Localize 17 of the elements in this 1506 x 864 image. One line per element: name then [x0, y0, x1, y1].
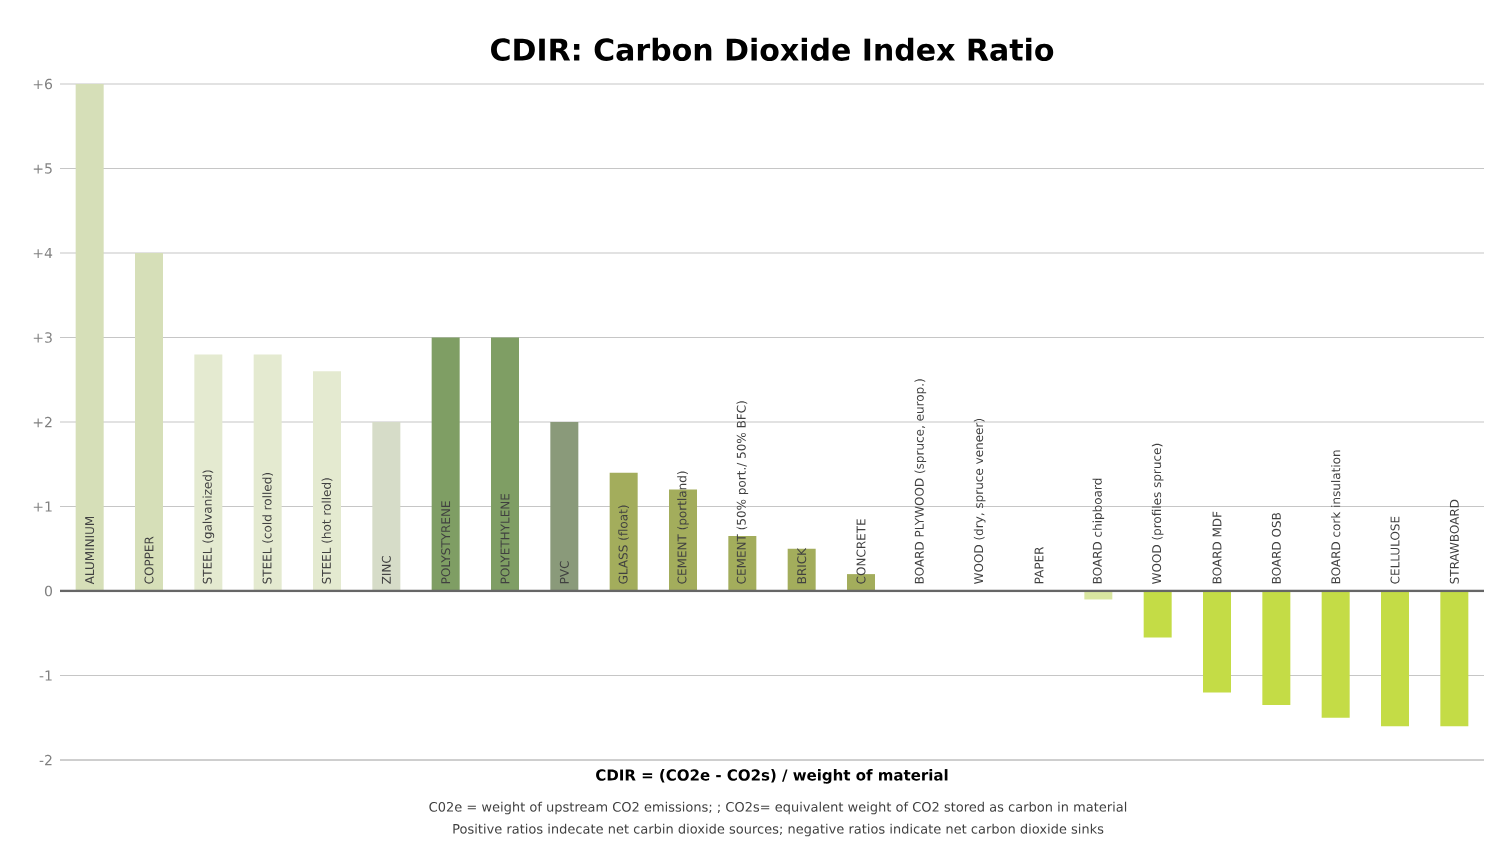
chart-title: CDIR: Carbon Dioxide Index Ratio: [491, 37, 1054, 61]
bar: [75, 84, 104, 592]
bar: [135, 253, 163, 592]
bar: [1440, 591, 1469, 727]
bar: [550, 422, 579, 592]
bar: [1203, 591, 1232, 693]
bar: [431, 337, 460, 592]
bar: [1262, 591, 1291, 706]
bar: [491, 337, 519, 592]
bar: [372, 422, 401, 592]
bar: [1381, 591, 1409, 727]
bar: [1143, 591, 1172, 638]
bar: [313, 371, 341, 592]
bar: [253, 354, 282, 592]
bar: [194, 354, 223, 592]
bar: [1321, 591, 1350, 718]
bar: [609, 472, 638, 592]
